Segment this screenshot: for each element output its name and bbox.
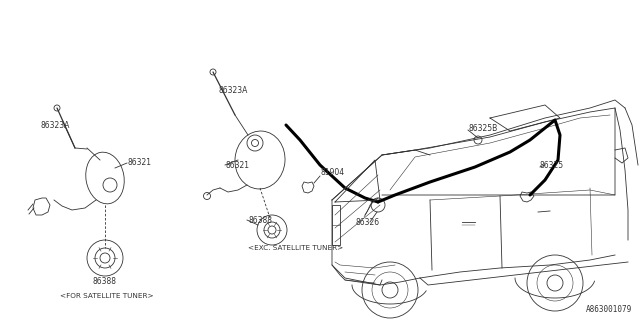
Polygon shape: [302, 182, 314, 193]
Ellipse shape: [235, 131, 285, 189]
Circle shape: [100, 253, 110, 263]
Circle shape: [257, 215, 287, 245]
Circle shape: [382, 282, 398, 298]
Circle shape: [372, 272, 408, 308]
Text: 86388: 86388: [92, 277, 116, 286]
Text: 86323A: 86323A: [40, 121, 69, 130]
Circle shape: [264, 222, 280, 238]
Text: 86325B: 86325B: [468, 124, 497, 132]
Circle shape: [268, 226, 276, 234]
Text: A863001079: A863001079: [586, 305, 632, 314]
Text: <FOR SATELLITE TUNER>: <FOR SATELLITE TUNER>: [60, 293, 154, 299]
Text: <EXC. SATELLITE TUNER>: <EXC. SATELLITE TUNER>: [248, 245, 343, 251]
Circle shape: [54, 105, 60, 111]
Circle shape: [474, 136, 482, 144]
Circle shape: [527, 255, 583, 311]
Text: 86325: 86325: [540, 161, 564, 170]
Circle shape: [204, 193, 211, 199]
Circle shape: [537, 265, 573, 301]
Text: 81904: 81904: [320, 167, 344, 177]
Circle shape: [95, 248, 115, 268]
Circle shape: [210, 69, 216, 75]
Circle shape: [87, 240, 123, 276]
Text: 86321: 86321: [225, 161, 249, 170]
Text: 86321: 86321: [127, 157, 151, 166]
Text: 86326: 86326: [355, 218, 379, 227]
Circle shape: [103, 178, 117, 192]
Text: 86323A: 86323A: [218, 85, 248, 94]
Text: 86388: 86388: [248, 215, 272, 225]
Bar: [332, 205, 340, 245]
Circle shape: [247, 135, 263, 151]
Polygon shape: [33, 198, 50, 215]
Ellipse shape: [86, 152, 124, 204]
Circle shape: [547, 275, 563, 291]
Circle shape: [362, 262, 418, 318]
Circle shape: [252, 140, 259, 147]
Polygon shape: [520, 192, 534, 202]
Circle shape: [371, 198, 385, 212]
